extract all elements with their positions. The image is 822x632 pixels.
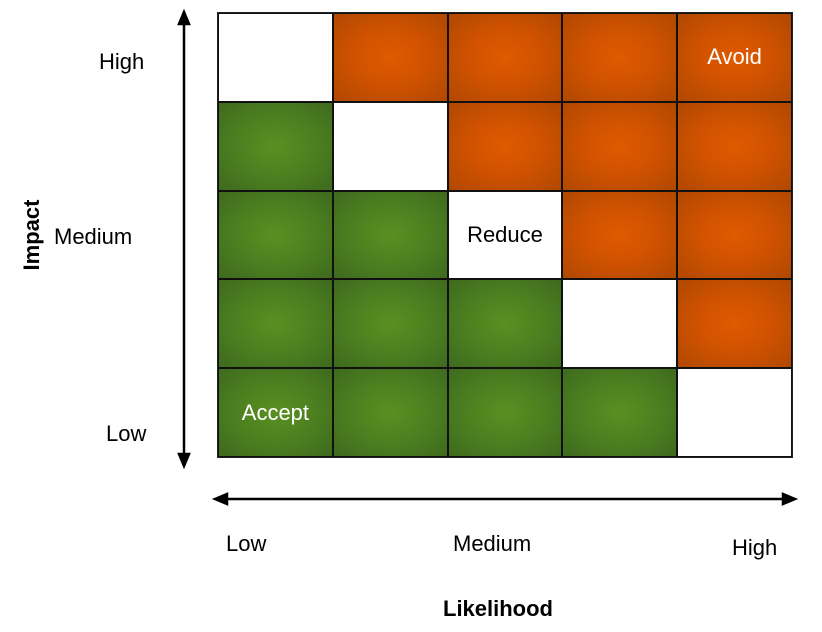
x-arrow-head-left — [211, 492, 229, 506]
x-arrow-head-right — [781, 492, 799, 506]
x-tick-medium: Medium — [453, 531, 532, 556]
y-tick-medium: Medium — [54, 224, 133, 249]
x-axis-title: Likelihood — [443, 596, 553, 621]
matrix-cell-orange: Avoid — [677, 13, 792, 102]
matrix-cell-green: Accept — [218, 368, 333, 457]
y-tick-low: Low — [106, 421, 147, 446]
matrix-cell-green — [218, 190, 333, 280]
matrix-cell-orange — [332, 13, 448, 102]
x-tick-low: Low — [226, 531, 267, 556]
matrix-cell-green — [332, 190, 448, 280]
cell-label: Accept — [241, 399, 310, 425]
matrix-cell-green — [332, 279, 448, 369]
matrix-cell-orange — [677, 190, 792, 280]
matrix-cell-green — [447, 279, 563, 369]
y-arrow-head-bottom — [177, 452, 191, 470]
x-tick-high: High — [732, 535, 778, 560]
matrix-cell-green — [218, 279, 333, 369]
matrix-cell-orange — [447, 101, 563, 191]
matrix-cell-white — [218, 13, 333, 102]
matrix-cell-white — [332, 101, 448, 191]
matrix-cell-orange — [562, 190, 678, 280]
matrix-cell-green — [218, 101, 333, 191]
matrix-cell-green — [447, 368, 563, 457]
y-tick-high: High — [99, 49, 145, 74]
matrix-cell-orange — [677, 101, 792, 191]
matrix-cell-white — [677, 368, 792, 457]
risk-matrix: Avoid Reduce Accept — [217, 12, 793, 458]
matrix-cell-white: Reduce — [447, 190, 563, 280]
matrix-cell-orange — [562, 101, 678, 191]
matrix-cell-green — [332, 368, 448, 457]
y-axis-title: Impact — [19, 199, 44, 271]
matrix-cell-green — [562, 368, 678, 457]
cell-label: Reduce — [467, 221, 543, 247]
matrix-cell-orange — [562, 13, 678, 102]
y-arrow-head-top — [177, 8, 191, 26]
cell-label: Avoid — [707, 44, 762, 70]
matrix-cell-white — [562, 279, 678, 369]
matrix-cell-orange — [447, 13, 563, 102]
matrix-cell-orange — [677, 279, 792, 369]
